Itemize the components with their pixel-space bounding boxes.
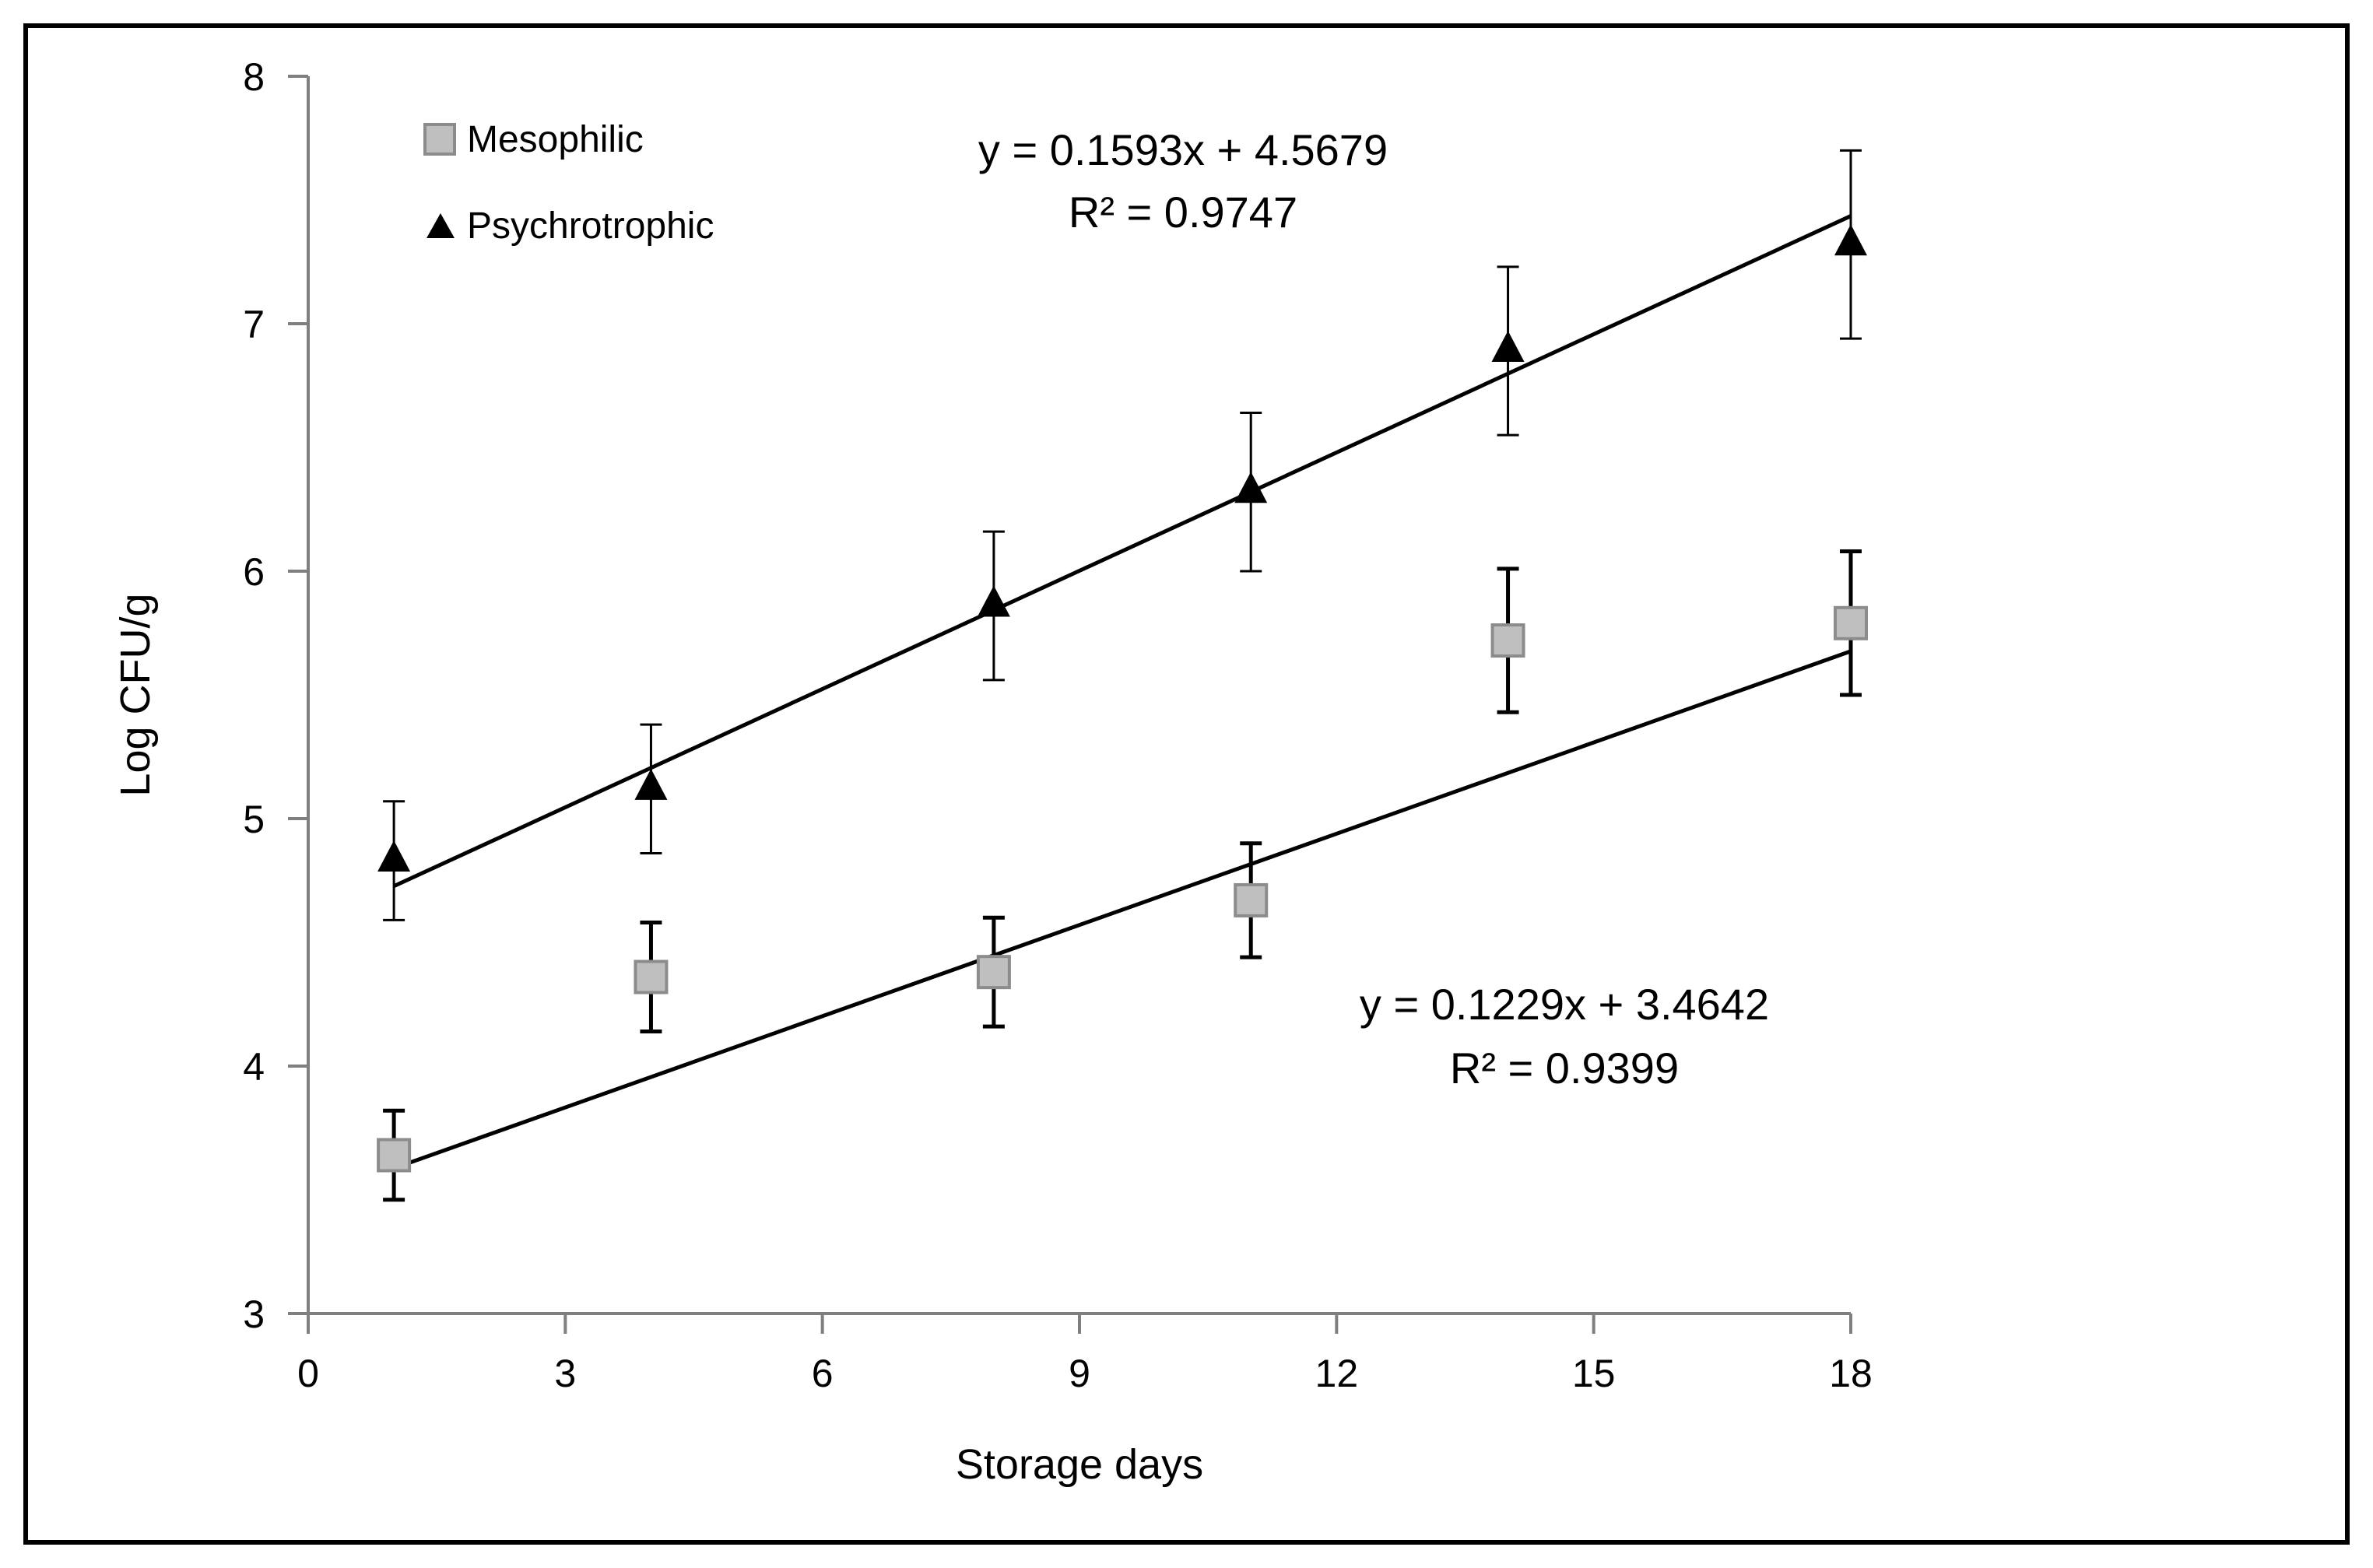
psychrotrophic-r2: R² = 0.9747 xyxy=(1069,188,1297,237)
y-tick-label: 3 xyxy=(243,1293,265,1336)
legend-mesophilic-marker xyxy=(423,123,456,156)
psychrotrophic-trendline xyxy=(393,214,1852,889)
y-tick-label: 8 xyxy=(243,55,265,99)
mesophilic-point xyxy=(377,1138,412,1173)
psychrotrophic-point xyxy=(1234,472,1268,503)
mesophilic-point xyxy=(1834,605,1868,640)
annotations: y = 0.1593x + 4.5679 R² = 0.9747 y = 0.122… xyxy=(978,125,1769,1093)
y-tick-label: 7 xyxy=(243,303,265,346)
y-tick-label: 4 xyxy=(243,1045,265,1089)
legend-psychrotrophic-label: Psychrotrophic xyxy=(467,205,714,247)
x-tick-label: 0 xyxy=(297,1352,319,1395)
y-tick-label: 5 xyxy=(243,798,265,841)
mesophilic-point xyxy=(634,959,669,994)
error-bars xyxy=(383,149,1862,1202)
psychrotrophic-point xyxy=(634,768,668,800)
legend-mesophilic-label: Mesophilic xyxy=(467,119,644,160)
psychrotrophic-point xyxy=(1491,330,1525,362)
x-tick-label: 12 xyxy=(1315,1352,1359,1395)
x-tick-label: 9 xyxy=(1069,1352,1090,1395)
mesophilic-trendline xyxy=(393,649,1852,1170)
mesophilic-point xyxy=(976,955,1011,990)
psychrotrophic-point xyxy=(377,840,411,872)
legend: Mesophilic Psychrotrophic xyxy=(423,119,714,247)
psychrotrophic-equation: y = 0.1593x + 4.5679 xyxy=(978,125,1388,174)
psychrotrophic-point xyxy=(1834,224,1867,256)
mesophilic-r2: R² = 0.9399 xyxy=(1450,1044,1679,1093)
mesophilic-equation: y = 0.1229x + 3.4642 xyxy=(1360,980,1769,1029)
x-axis-title: Storage days xyxy=(956,1441,1203,1488)
x-tick-label: 6 xyxy=(812,1352,834,1395)
x-tick-label: 15 xyxy=(1572,1352,1616,1395)
y-axis-title: Log CFU/g xyxy=(112,593,159,796)
x-tick-label: 18 xyxy=(1829,1352,1873,1395)
data-markers xyxy=(377,224,1868,1173)
mesophilic-point xyxy=(1234,882,1269,917)
mesophilic-point xyxy=(1490,623,1525,658)
trendlines xyxy=(393,214,1852,1170)
legend-psychrotrophic-marker xyxy=(427,213,455,238)
psychrotrophic-point xyxy=(977,585,1010,617)
figure-frame xyxy=(23,23,2350,1545)
x-tick-label: 3 xyxy=(554,1352,576,1395)
y-tick-label: 6 xyxy=(243,550,265,594)
